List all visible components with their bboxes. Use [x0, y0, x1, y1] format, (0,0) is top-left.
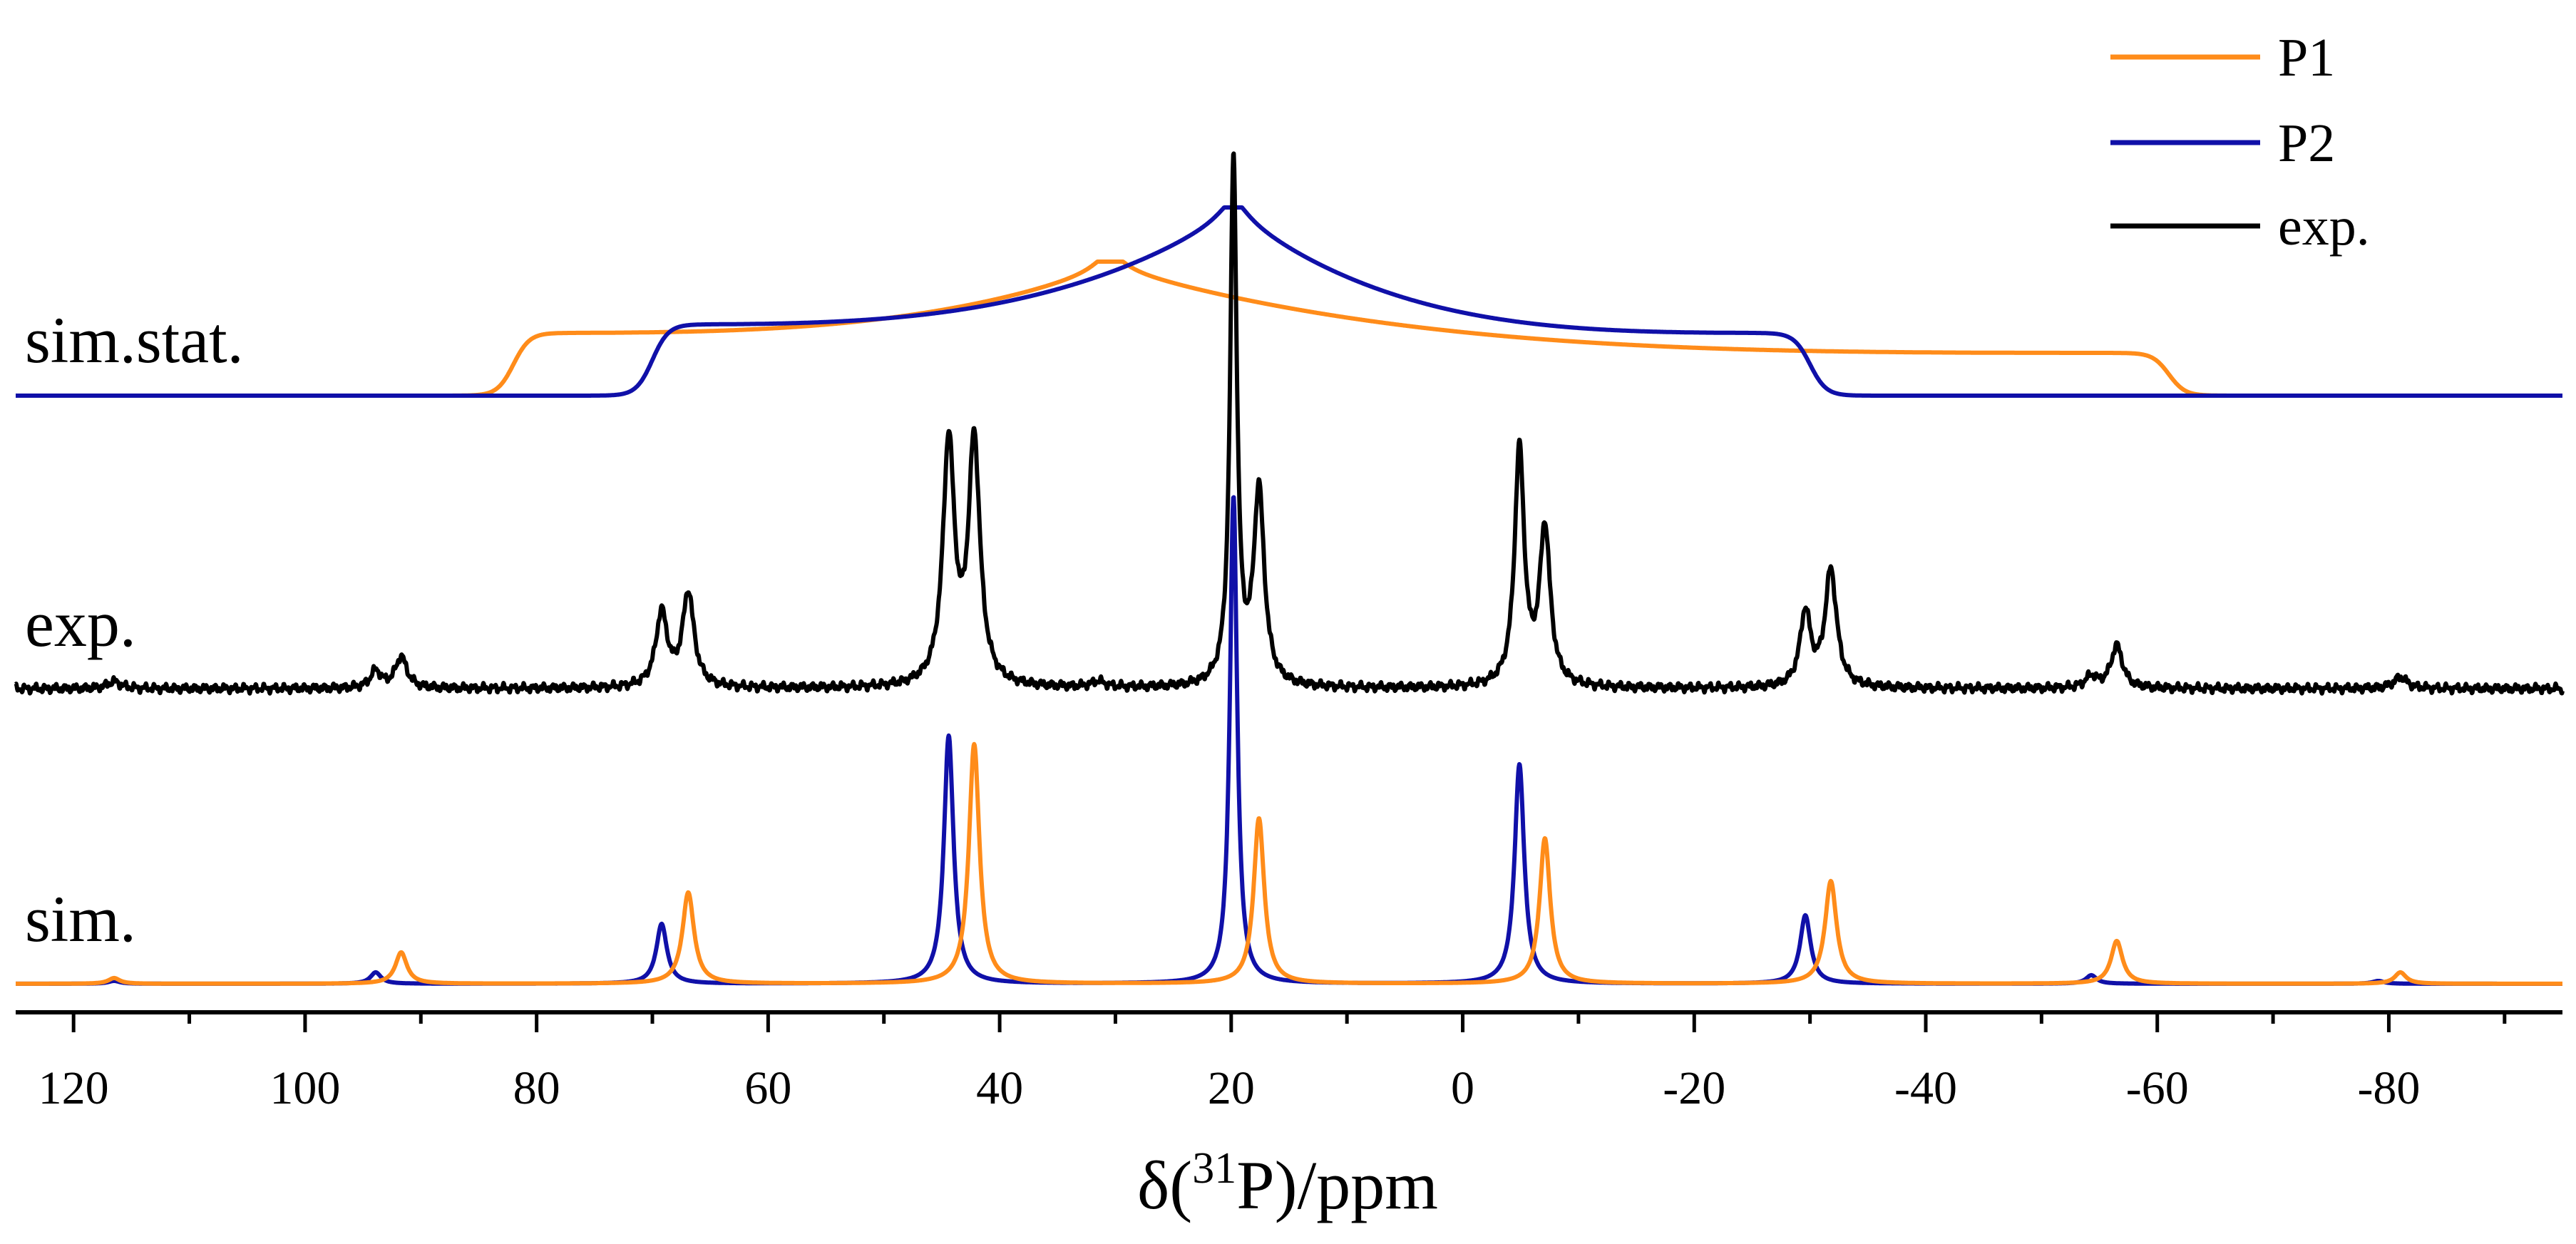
tick-label: -80 [2357, 1062, 2420, 1114]
tick-label: -40 [1894, 1062, 1957, 1114]
series-p1-sim [14, 741, 2565, 986]
series-exp [14, 151, 2565, 696]
series-p2-sim [14, 495, 2565, 986]
tick-label: 20 [1208, 1062, 1255, 1114]
x-axis-ticks: 120 100 80 60 40 20 0 -20 -40 -60 -80 [39, 1012, 2507, 1114]
series-p2-sim-stat [14, 205, 2565, 398]
x-axis-title: δ(31P)/ppm [1137, 1144, 1438, 1223]
tick-label: 80 [513, 1062, 560, 1114]
tick-label: -20 [1663, 1062, 1725, 1114]
tick-label: 0 [1451, 1062, 1474, 1114]
legend-label-exp: exp. [2278, 197, 2370, 257]
trace-label-sim-stat: sim.stat. [25, 304, 244, 376]
tick-label: -60 [2126, 1062, 2189, 1114]
trace-label-exp: exp. [25, 587, 136, 660]
tick-label: 100 [270, 1062, 340, 1114]
tick-label: 120 [39, 1062, 109, 1114]
x-axis: 120 100 80 60 40 20 0 -20 -40 -60 -80 [16, 1010, 2562, 1114]
legend: P1 P2 exp. [2110, 28, 2370, 257]
tick-label: 40 [976, 1062, 1023, 1114]
series-p1-sim-stat [14, 259, 2565, 398]
trace-labels: sim.stat. exp. sim. [25, 304, 244, 955]
legend-label-p1: P1 [2278, 28, 2335, 88]
x-axis-title-superscript: 31 [1192, 1144, 1236, 1193]
x-axis-title-prefix: δ( [1137, 1147, 1192, 1223]
legend-label-p2: P2 [2278, 113, 2335, 173]
spectrum-traces [14, 151, 2565, 986]
x-axis-title-suffix: P)/ppm [1236, 1147, 1438, 1223]
trace-label-sim: sim. [25, 883, 136, 955]
tick-label: 60 [744, 1062, 791, 1114]
